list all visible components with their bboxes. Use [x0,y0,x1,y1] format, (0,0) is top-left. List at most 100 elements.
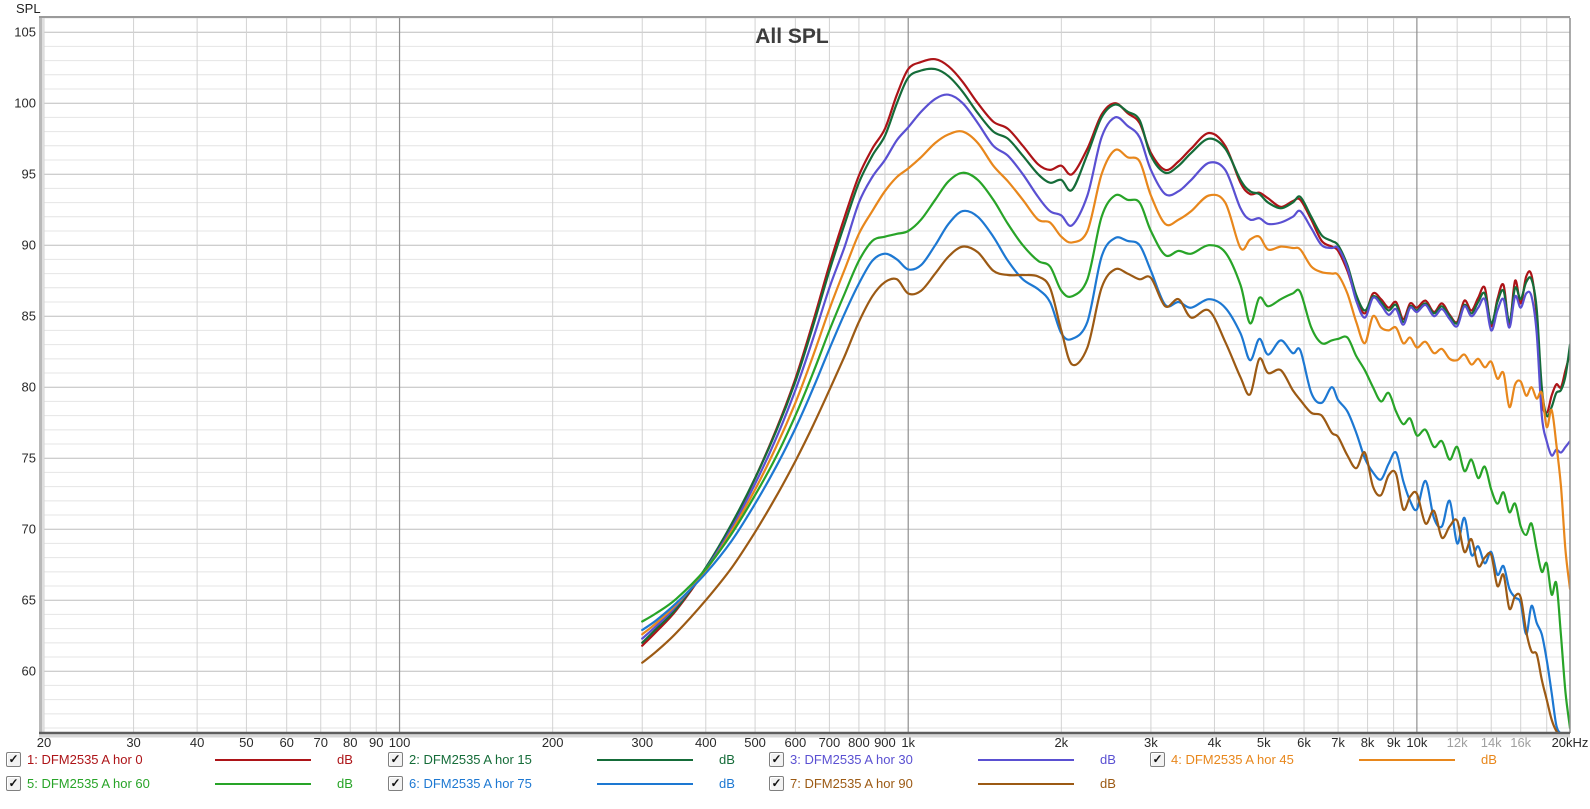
axis-inset-left2 [42,18,44,733]
legend-checkbox-hor-0[interactable]: ✓ [6,752,21,767]
x-tick-10k: 10k [1406,735,1427,748]
x-tick-80: 80 [343,735,357,748]
check-icon: ✓ [771,776,782,790]
legend-unit-hor-45: dB [1481,752,1497,767]
x-tick-90: 90 [369,735,383,748]
x-tick-12k: 12k [1447,735,1468,748]
x-tick-50: 50 [239,735,253,748]
x-tick-5k: 5k [1257,735,1271,748]
x-tick-900: 900 [874,735,896,748]
curve-hor-2535hor-45 [641,130,1570,636]
x-tick-8k: 8k [1361,735,1375,748]
x-tick-4k: 4k [1208,735,1222,748]
x-tick-7k: 7k [1331,735,1345,748]
x-tick-16k: 16k [1510,735,1531,748]
legend-label-hor-0[interactable]: 1: DFM2535 A hor 0 [27,752,143,767]
legend-unit-hor-15: dB [719,752,735,767]
legend-line-sample-hor-15 [597,759,693,761]
x-tick-70: 70 [314,735,328,748]
legend-line-sample-hor-60 [215,783,311,785]
curve-hor-2535hor-15 [641,67,1570,644]
x-tick-labels: 20 30 40 50 60 70 80 90 100 200 300 400 500 600 700 800… [37,735,1589,748]
curves [641,57,1570,733]
x-tick-500: 500 [744,735,766,748]
legend-label-hor-60[interactable]: 5: DFM2535 A hor 60 [27,776,150,791]
y-tick-80: 80 [22,380,36,395]
axis-inset-bottom [39,734,1570,738]
y-tick-65: 65 [22,593,36,608]
legend-checkbox-hor-15[interactable]: ✓ [388,752,403,767]
legend-label-hor-45[interactable]: 4: DFM2535 A hor 45 [1171,752,1294,767]
y-tick-95: 95 [22,167,36,182]
chart-title: All SPL [755,25,829,48]
legend-checkbox-hor-75[interactable]: ✓ [388,776,403,791]
axis-inset-left [39,18,42,733]
legend-unit-hor-60: dB [337,776,353,791]
x-tick-60: 60 [279,735,293,748]
spl-chart: 60 65 70 75 80 85 90 95 100 105 20 30 40 50 60 70 80 90 10… [14,16,1589,748]
legend-checkbox-hor-30[interactable]: ✓ [769,752,784,767]
x-tick-20kHz: 20kHz [1552,735,1589,748]
legend-unit-hor-30: dB [1100,752,1116,767]
x-tick-14k: 14k [1481,735,1502,748]
x-tick-3k: 3k [1144,735,1158,748]
check-icon: ✓ [1152,752,1163,766]
legend-unit-hor-0: dB [337,752,353,767]
x-tick-6k: 6k [1297,735,1311,748]
y-tick-105: 105 [14,25,36,40]
legend-label-hor-15[interactable]: 2: DFM2535 A hor 15 [409,752,532,767]
y-tick-labels: 60 65 70 75 80 85 90 95 100 105 [14,25,36,679]
x-tick-200: 200 [542,735,564,748]
legend-item-hor-30: ✓ 3: DFM2535 A hor 30 dB [769,751,1150,769]
x-tick-30: 30 [126,735,140,748]
y-tick-70: 70 [22,522,36,537]
x-tick-300: 300 [631,735,653,748]
check-icon: ✓ [390,752,401,766]
legend-item-hor-90: ✓ 7: DFM2535 A hor 90 dB [769,775,1150,793]
legend-checkbox-hor-45[interactable]: ✓ [1150,752,1165,767]
x-tick-2k: 2k [1054,735,1068,748]
legend-line-sample-hor-90 [978,783,1074,785]
x-tick-400: 400 [695,735,717,748]
legend-label-hor-90[interactable]: 7: DFM2535 A hor 90 [790,776,913,791]
check-icon: ✓ [771,752,782,766]
legend-unit-hor-90: dB [1100,776,1116,791]
curve-hor-2535hor-75 [641,209,1562,733]
check-icon: ✓ [8,776,19,790]
check-icon: ✓ [390,776,401,790]
x-tick-100: 100 [389,735,411,748]
curve-hor-2535hor-30 [641,93,1570,640]
x-tick-1k: 1k [901,735,915,748]
legend-checkbox-hor-60[interactable]: ✓ [6,776,21,791]
legend-unit-hor-75: dB [719,776,735,791]
legend-line-sample-hor-75 [597,783,693,785]
legend-label-hor-30[interactable]: 3: DFM2535 A hor 30 [790,752,913,767]
legend-line-sample-hor-30 [978,759,1074,761]
x-tick-700: 700 [819,735,841,748]
x-tick-40: 40 [190,735,204,748]
x-tick-9k: 9k [1387,735,1401,748]
y-tick-75: 75 [22,451,36,466]
legend-item-hor-15: ✓ 2: DFM2535 A hor 15 dB [388,751,769,769]
legend-line-sample-hor-0 [215,759,311,761]
x-tick-600: 600 [785,735,807,748]
check-icon: ✓ [8,752,19,766]
x-tick-800: 800 [848,735,870,748]
curve-hor-2535hor-60 [641,171,1570,730]
legend-line-sample-hor-45 [1359,759,1455,761]
legend-checkbox-hor-90[interactable]: ✓ [769,776,784,791]
legend-item-hor-0: ✓ 1: DFM2535 A hor 0 dB [6,751,387,769]
y-tick-60: 60 [22,664,36,679]
y-tick-100: 100 [14,96,36,111]
legend-item-hor-75: ✓ 6: DFM2535 A hor 75 dB [388,775,769,793]
legend-item-hor-45: ✓ 4: DFM2535 A hor 45 dB [1150,751,1531,769]
y-tick-90: 90 [22,238,36,253]
curve-hor-2535hor-90 [641,245,1560,733]
y-tick-85: 85 [22,309,36,324]
x-tick-20: 20 [37,735,51,748]
y-axis-title: SPL [16,1,41,16]
grid-lines [43,17,1571,733]
legend-item-hor-60: ✓ 5: DFM2535 A hor 60 dB [6,775,387,793]
legend-label-hor-75[interactable]: 6: DFM2535 A hor 75 [409,776,532,791]
